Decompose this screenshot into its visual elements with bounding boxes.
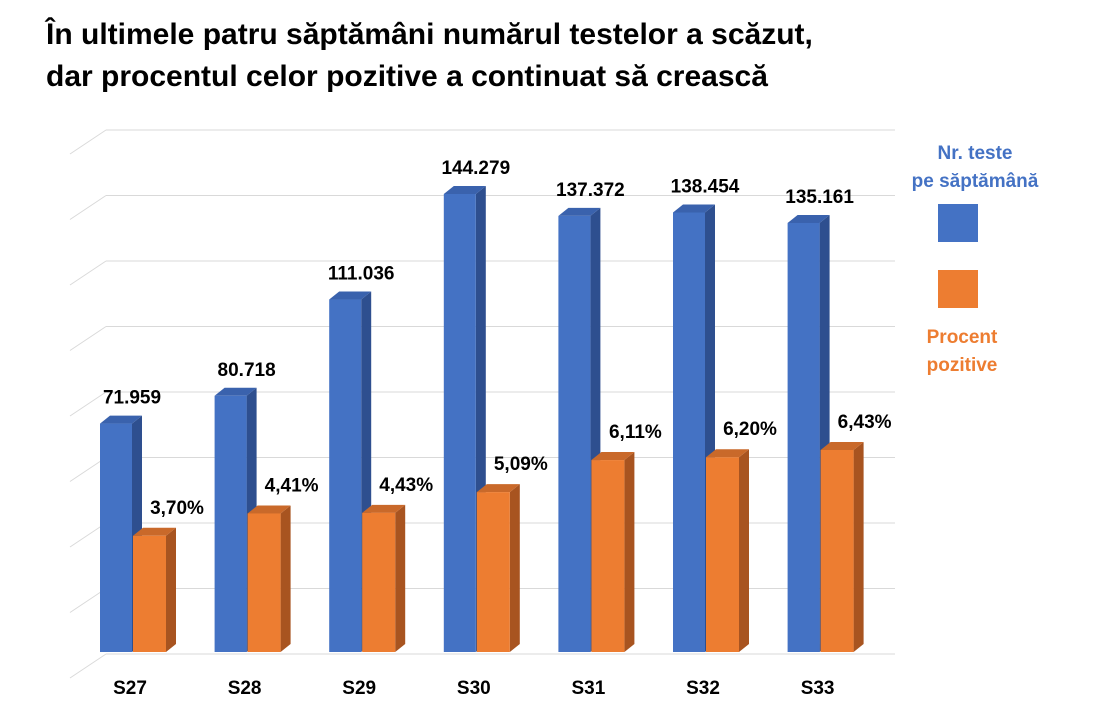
bar-percent-s27-front: [133, 535, 166, 652]
bar-tests-s28-front: [214, 395, 247, 652]
grid-line-depth: [69, 391, 107, 417]
bar-tests-s31-top: [558, 207, 601, 216]
bars: [100, 186, 864, 653]
legend-swatch-tests: [938, 204, 978, 242]
chart-title-line-2: dar procentul celor pozitive a continuat…: [46, 60, 768, 93]
legend-swatch-percent: [938, 270, 978, 308]
bar-tests-s28-top: [214, 387, 257, 396]
bar-percent-s27-top: [133, 527, 176, 536]
bar-tests-s30-front: [443, 194, 476, 652]
data-label-percent: 3,70%: [150, 498, 204, 519]
data-label-percent: 6,11%: [609, 422, 662, 443]
x-tick-label: S27: [113, 678, 147, 699]
grid-line-depth: [69, 260, 107, 286]
data-label-percent: 6,20%: [723, 419, 777, 440]
chart-title-line-1: În ultimele patru săptămâni numărul test…: [46, 18, 813, 51]
x-tick-label: S33: [801, 678, 835, 699]
x-axis-labels: S27 S28 S29 S30 S31 S32 S33: [113, 678, 834, 699]
bar-percent-s29: [362, 504, 406, 652]
bar-tests-s32-top: [673, 204, 715, 213]
bar-percent-s32-top: [706, 449, 749, 458]
bar-percent-s31-front: [591, 460, 625, 652]
bar-percent-s28-top: [247, 505, 291, 514]
bar-percent-s32: [706, 449, 749, 652]
bar-tests-s33-top: [787, 214, 830, 223]
bar-percent-s29-top: [362, 504, 406, 513]
x-tick-label: S31: [571, 678, 605, 699]
legend-label-tests-line-1: Nr. teste: [937, 143, 1013, 164]
bar-tests-s27-front: [100, 423, 132, 652]
data-label-tests: 111.036: [328, 264, 395, 285]
x-tick-label: S32: [686, 678, 720, 699]
bar-percent-s31: [591, 452, 635, 652]
grid-line-depth: [69, 195, 107, 220]
bar-tests-s30-top: [443, 186, 486, 194]
bar-tests-s31: [558, 207, 601, 653]
bar-tests-s33-front: [787, 222, 820, 653]
bar-percent-s30: [476, 484, 520, 652]
data-label-percent: 4,41%: [265, 475, 319, 496]
bar-percent-s30-side: [509, 484, 520, 652]
x-tick-label: S28: [228, 678, 262, 699]
legend-label-percent-line-1: Procent: [926, 327, 998, 348]
data-label-tests: 80.718: [218, 360, 276, 381]
bar-tests-s29-front: [329, 299, 362, 652]
bar-percent-s27: [133, 527, 176, 652]
bar-percent-s27-side: [166, 527, 176, 652]
data-label-percent: 5,09%: [494, 454, 548, 475]
bar-percent-s32-front: [706, 457, 739, 652]
data-label-tests: 138.454: [671, 176, 740, 197]
bar-tests-s27-top: [100, 415, 142, 424]
data-label-tests: 137.372: [556, 180, 625, 201]
bar-percent-s33-top: [820, 442, 864, 450]
data-label-percent: 4,43%: [379, 475, 433, 496]
grid-line-depth: [69, 129, 107, 155]
data-label-tests: 144.279: [441, 158, 510, 179]
bar-percent-s28-side: [280, 505, 291, 652]
bar-percent-s28-front: [247, 513, 281, 652]
grid-line-depth: [69, 653, 107, 679]
data-label-tests: 71.959: [103, 388, 161, 409]
bar-percent-s33-front: [820, 450, 854, 652]
legend-label-percent: Procent pozitive: [892, 324, 1032, 380]
bar-tests-s29-top: [329, 291, 372, 300]
data-label-tests: 135.161: [785, 187, 854, 208]
grid-line-depth: [69, 326, 107, 351]
bar-percent-s29-front: [362, 512, 396, 652]
bar-percent-s33: [820, 442, 864, 652]
bar-percent-s29-side: [395, 504, 406, 652]
bar-percent-s30-top: [476, 484, 520, 493]
legend-label-tests-line-2: pe săptămână: [911, 171, 1039, 192]
bar-percent-s32-side: [739, 449, 749, 652]
bar-percent-s31-side: [624, 452, 635, 652]
data-labels: 71.959 3,70% 80.718 4,41% 111.036 4,43% 144.27…: [103, 158, 892, 519]
bar-percent-s31-top: [591, 452, 635, 461]
bar-percent-s28: [247, 505, 291, 652]
data-label-percent: 6,43%: [838, 412, 892, 433]
legend-label-percent-line-2: pozitive: [926, 355, 998, 376]
chart-title: În ultimele patru săptămâni numărul test…: [46, 14, 1066, 98]
bar-tests-s32-front: [673, 212, 705, 652]
bar-percent-s30-front: [476, 492, 510, 652]
x-tick-label: S29: [342, 678, 376, 699]
x-tick-label: S30: [457, 678, 491, 699]
legend-label-tests: Nr. teste pe săptămână: [895, 140, 1055, 196]
bar-percent-s33-side: [853, 442, 864, 652]
bar-tests-s31-front: [558, 215, 591, 653]
